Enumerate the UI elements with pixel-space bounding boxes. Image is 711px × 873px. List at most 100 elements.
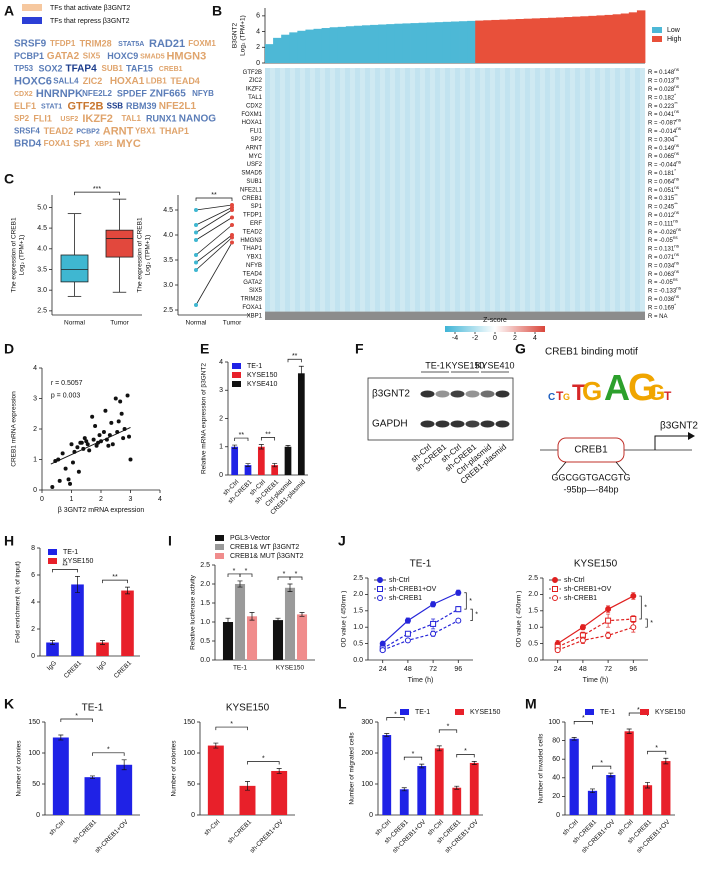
point bbox=[230, 215, 234, 220]
bar bbox=[399, 789, 409, 815]
significance-label: * bbox=[469, 598, 472, 605]
significance-bracket bbox=[289, 576, 303, 580]
bar bbox=[337, 26, 347, 63]
bar bbox=[402, 23, 411, 63]
colorbar-label: Z-score bbox=[483, 317, 507, 324]
error-bar bbox=[608, 772, 614, 778]
bar bbox=[84, 777, 101, 815]
blot-band bbox=[435, 420, 450, 428]
row-label: ERF bbox=[250, 221, 262, 227]
significance: ns bbox=[676, 126, 682, 131]
r-value: R = NA bbox=[648, 313, 668, 319]
logo-letter: T bbox=[664, 389, 672, 403]
x-axis-label: β 3GNT2 mRNA expression bbox=[58, 507, 145, 514]
error-bar bbox=[571, 736, 577, 741]
y-tick-label: 1.5 bbox=[200, 600, 210, 607]
error-bar bbox=[249, 612, 255, 621]
error-bar bbox=[100, 640, 105, 645]
bar bbox=[272, 620, 284, 660]
legend-swatch bbox=[22, 4, 42, 11]
y-tick-label: 2.5 bbox=[37, 308, 47, 315]
y-axis-label: OD value ( 450nm ) bbox=[341, 591, 348, 648]
bar bbox=[539, 18, 549, 63]
r-value: R = 0.149 bbox=[648, 145, 675, 151]
significance: ns bbox=[674, 143, 680, 148]
line bbox=[382, 592, 459, 645]
r-value: R = 0.036 bbox=[648, 297, 675, 303]
significance-bracket bbox=[102, 579, 128, 584]
r-value: R = -0.05 bbox=[648, 280, 674, 286]
r-value: R = 0.063 bbox=[648, 271, 675, 277]
point bbox=[87, 448, 92, 453]
bar bbox=[296, 614, 308, 660]
point bbox=[194, 260, 198, 265]
y-tick-label: 20 bbox=[552, 793, 560, 800]
chart-title: TE-1 bbox=[82, 703, 104, 714]
x-tick-label: 96 bbox=[454, 666, 462, 673]
logo-letter: A bbox=[604, 367, 630, 408]
y-tick-label: 60 bbox=[552, 756, 560, 763]
blot-band bbox=[450, 420, 465, 428]
point bbox=[455, 589, 462, 596]
legend-swatch bbox=[232, 372, 241, 378]
fit-line bbox=[50, 427, 131, 465]
y-tick-label: 1.0 bbox=[353, 624, 363, 631]
point bbox=[94, 443, 99, 448]
word: BRD4 bbox=[14, 139, 42, 150]
y-tick-label: 2.5 bbox=[353, 575, 363, 582]
heatmap-texture bbox=[595, 68, 600, 312]
bar bbox=[394, 23, 403, 63]
bar bbox=[362, 25, 371, 64]
significance-label: * bbox=[295, 571, 298, 578]
bar bbox=[265, 44, 274, 63]
blot-frame bbox=[367, 377, 514, 441]
word: TRIM28 bbox=[80, 38, 112, 48]
word: SIX5 bbox=[83, 52, 101, 61]
point bbox=[97, 433, 102, 438]
point bbox=[63, 466, 68, 471]
word: NANOG bbox=[179, 114, 216, 125]
significance-label: ** bbox=[292, 353, 298, 360]
point bbox=[230, 223, 234, 227]
significance: ns bbox=[673, 277, 679, 282]
error-bar bbox=[299, 612, 305, 617]
r-label: R = 0.036ns bbox=[648, 294, 680, 302]
heatmap-texture bbox=[355, 68, 360, 312]
y-axis-label: CREB1 mRNA expression bbox=[11, 391, 18, 467]
heatmap-texture bbox=[475, 68, 480, 312]
legend-swatch bbox=[48, 558, 57, 564]
significance-bracket bbox=[239, 573, 253, 577]
y-tick-label: 50 bbox=[187, 781, 195, 788]
word: HMGN3 bbox=[166, 50, 206, 62]
significance-label: ** bbox=[211, 192, 217, 199]
row-label: MYC bbox=[249, 154, 263, 160]
point bbox=[194, 238, 198, 242]
y-tick-label: 3.0 bbox=[163, 282, 173, 289]
heatmap-texture bbox=[615, 68, 620, 312]
r-value: R = 0.013 bbox=[648, 78, 675, 84]
point bbox=[90, 414, 95, 419]
legend-marker bbox=[552, 577, 558, 583]
site-label: GGCGGTGACGTG bbox=[551, 472, 630, 482]
significance: ns bbox=[674, 177, 680, 182]
heatmap-texture bbox=[565, 68, 570, 312]
significance-bracket bbox=[386, 717, 405, 721]
row-label: GTF2B bbox=[243, 70, 262, 76]
significance-bracket bbox=[287, 358, 302, 363]
point bbox=[116, 419, 121, 424]
legend-label: KYSE150 bbox=[470, 709, 500, 716]
r-value: R = 0.223 bbox=[648, 103, 675, 109]
point bbox=[84, 439, 89, 444]
bar bbox=[313, 28, 322, 64]
bar bbox=[459, 21, 468, 63]
legend-marker bbox=[377, 586, 383, 592]
significance-bracket bbox=[647, 750, 667, 755]
y-tick-label: 6 bbox=[256, 13, 260, 20]
panel-label: D bbox=[4, 341, 14, 357]
y-tick-label: 4.5 bbox=[37, 225, 47, 232]
bar bbox=[442, 21, 452, 63]
legend-marker bbox=[377, 577, 383, 583]
bar bbox=[434, 748, 444, 815]
significance-label: * bbox=[644, 604, 647, 611]
point bbox=[50, 484, 55, 489]
